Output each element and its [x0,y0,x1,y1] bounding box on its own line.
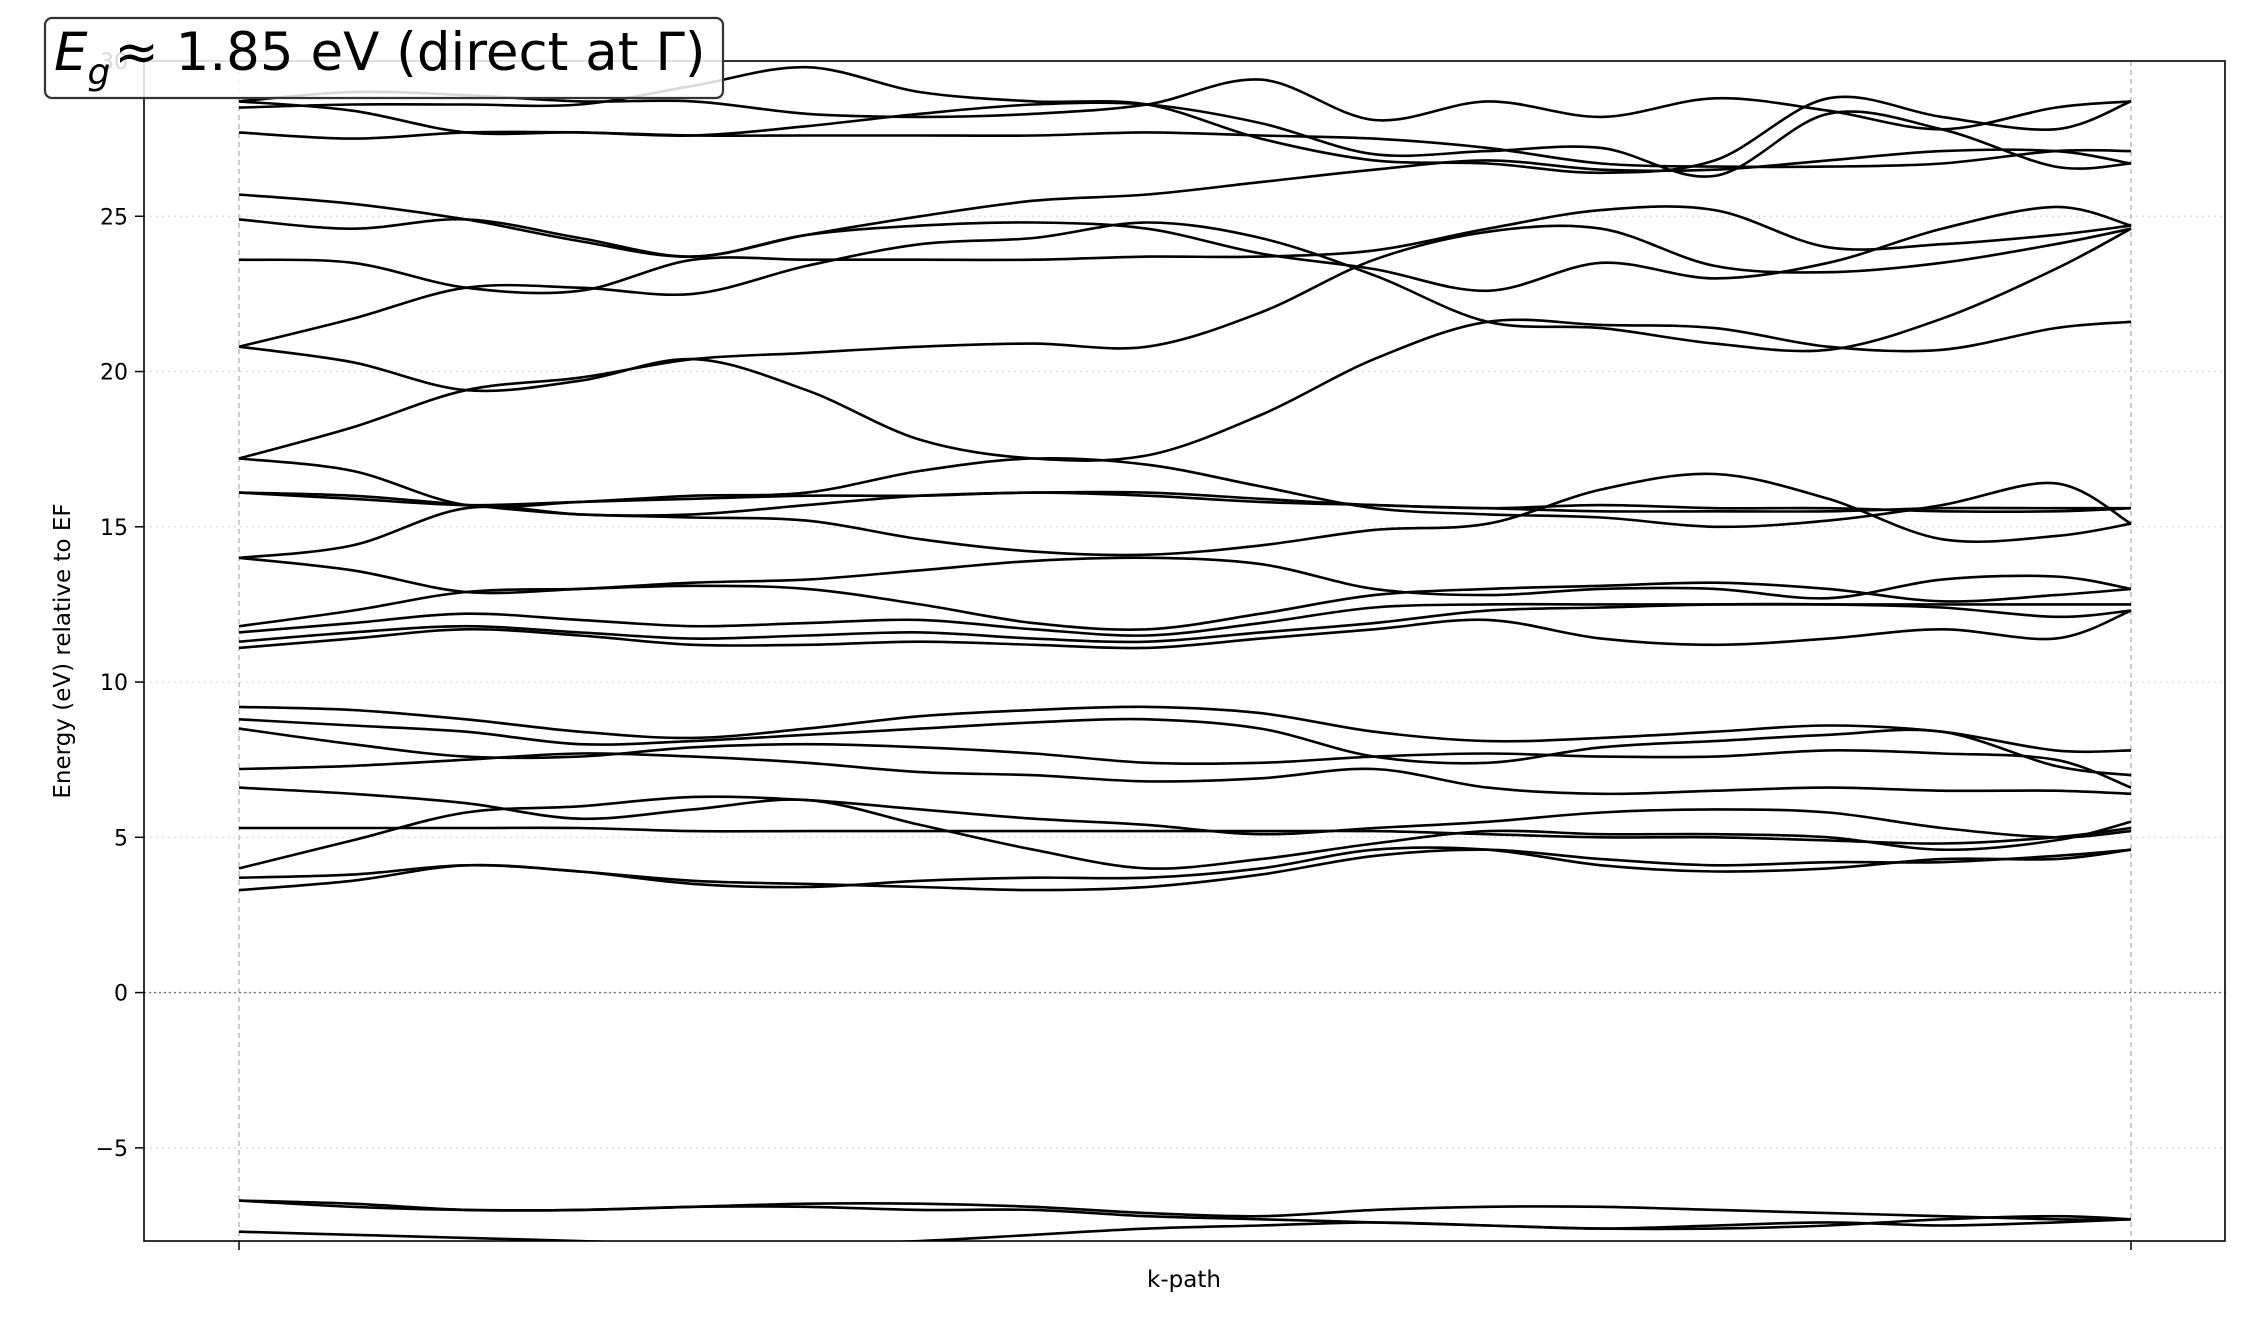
band-lines [238,65,2132,1241]
band-line-27 [238,148,2132,258]
band-line-15 [238,602,2131,637]
band-line-8 [238,786,2132,870]
band-line-26 [238,205,2132,293]
band-line-7 [238,826,2132,845]
band-line-30 [238,78,2132,131]
band-gap-annotation: Eg≈ 1.85 eV (direct at Γ) [43,16,725,100]
x-axis-label: k-path [1147,1267,1221,1293]
annotation-symbol: E [54,22,88,83]
annotation-box [43,16,725,100]
y-tick-label: 15 [100,516,128,541]
band-line-17 [238,556,2132,600]
band-line-11 [238,717,2132,777]
band-line-29 [238,100,2132,178]
x-axis-ticks [238,1241,2132,1250]
y-tick-label: 0 [114,982,128,1007]
annotation-text: Eg≈ 1.85 eV (direct at Γ) [54,22,706,93]
annotation-subscript: g [88,52,111,93]
high-symmetry-lines [238,61,2132,1241]
y-tick-label: −5 [96,1137,128,1162]
band-line-6 [238,795,2132,870]
band-line-21 [238,472,2132,560]
y-axis-label: Energy (eV) relative to EF [50,503,76,798]
band-line-25 [238,205,2132,295]
band-line-13 [238,609,2132,650]
band-line-20 [238,456,2132,529]
y-tick-label: 25 [100,205,128,230]
y-tick-label: 20 [100,361,128,386]
plot-frame [143,60,2226,1242]
annotation-value: ≈ 1.85 eV (direct at Γ) [114,22,705,83]
band-line-9 [238,752,2132,796]
band-line-5 [238,846,2132,889]
band-line-10 [238,727,2132,789]
y-tick-label: 5 [114,826,128,851]
y-tick-label: 10 [100,671,128,696]
band-line-23 [238,318,2132,462]
band-line-22 [238,224,2132,460]
band-line-31 [238,65,2132,175]
band-line-3 [238,1199,2132,1230]
band-line-12 [238,705,2132,754]
band-line-24 [238,221,2132,353]
